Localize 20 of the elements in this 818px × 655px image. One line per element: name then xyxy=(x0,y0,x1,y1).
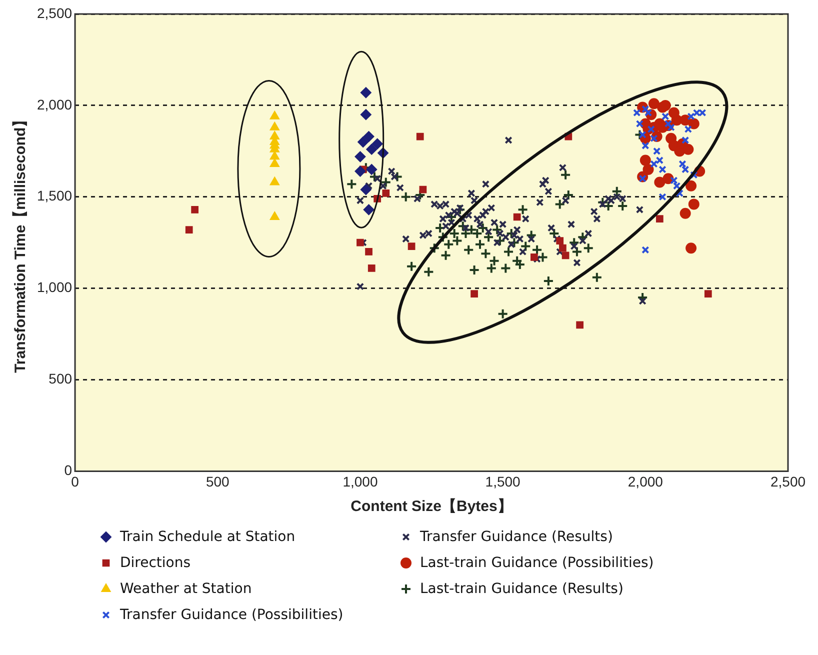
x-tick-label: 500 xyxy=(206,473,230,490)
y-tick-label: 2,500 xyxy=(36,4,72,21)
x-tick-label: 1,500 xyxy=(485,473,521,490)
y-tick-label: 1,000 xyxy=(36,279,72,296)
legend-label: Directions xyxy=(120,555,191,571)
y-tick-label: 1,500 xyxy=(36,188,72,204)
legend-label: Weather at Station xyxy=(120,581,252,597)
legend-label: Transfer Guidance (Possibilities) xyxy=(120,607,344,623)
x-tick-label: 2,500 xyxy=(770,473,806,490)
x-axis-title: Content Size【Bytes】 xyxy=(350,498,512,516)
y-tick-label: 2,000 xyxy=(36,96,72,112)
legend-label: Last-train Guidance (Possibilities) xyxy=(420,555,654,571)
y-tick-label: 0 xyxy=(64,462,72,478)
y-tick-label: 500 xyxy=(48,370,72,387)
legend-label: Transfer Guidance (Results) xyxy=(420,529,613,545)
legend-label: Last-train Guidance (Results) xyxy=(420,581,624,597)
y-axis-title: Transformation Time【millisecond】 xyxy=(12,112,30,373)
x-tick-label: 2,000 xyxy=(628,473,664,490)
legend-label: Train Schedule at Station xyxy=(120,529,296,545)
x-tick-label: 1,000 xyxy=(342,473,378,490)
